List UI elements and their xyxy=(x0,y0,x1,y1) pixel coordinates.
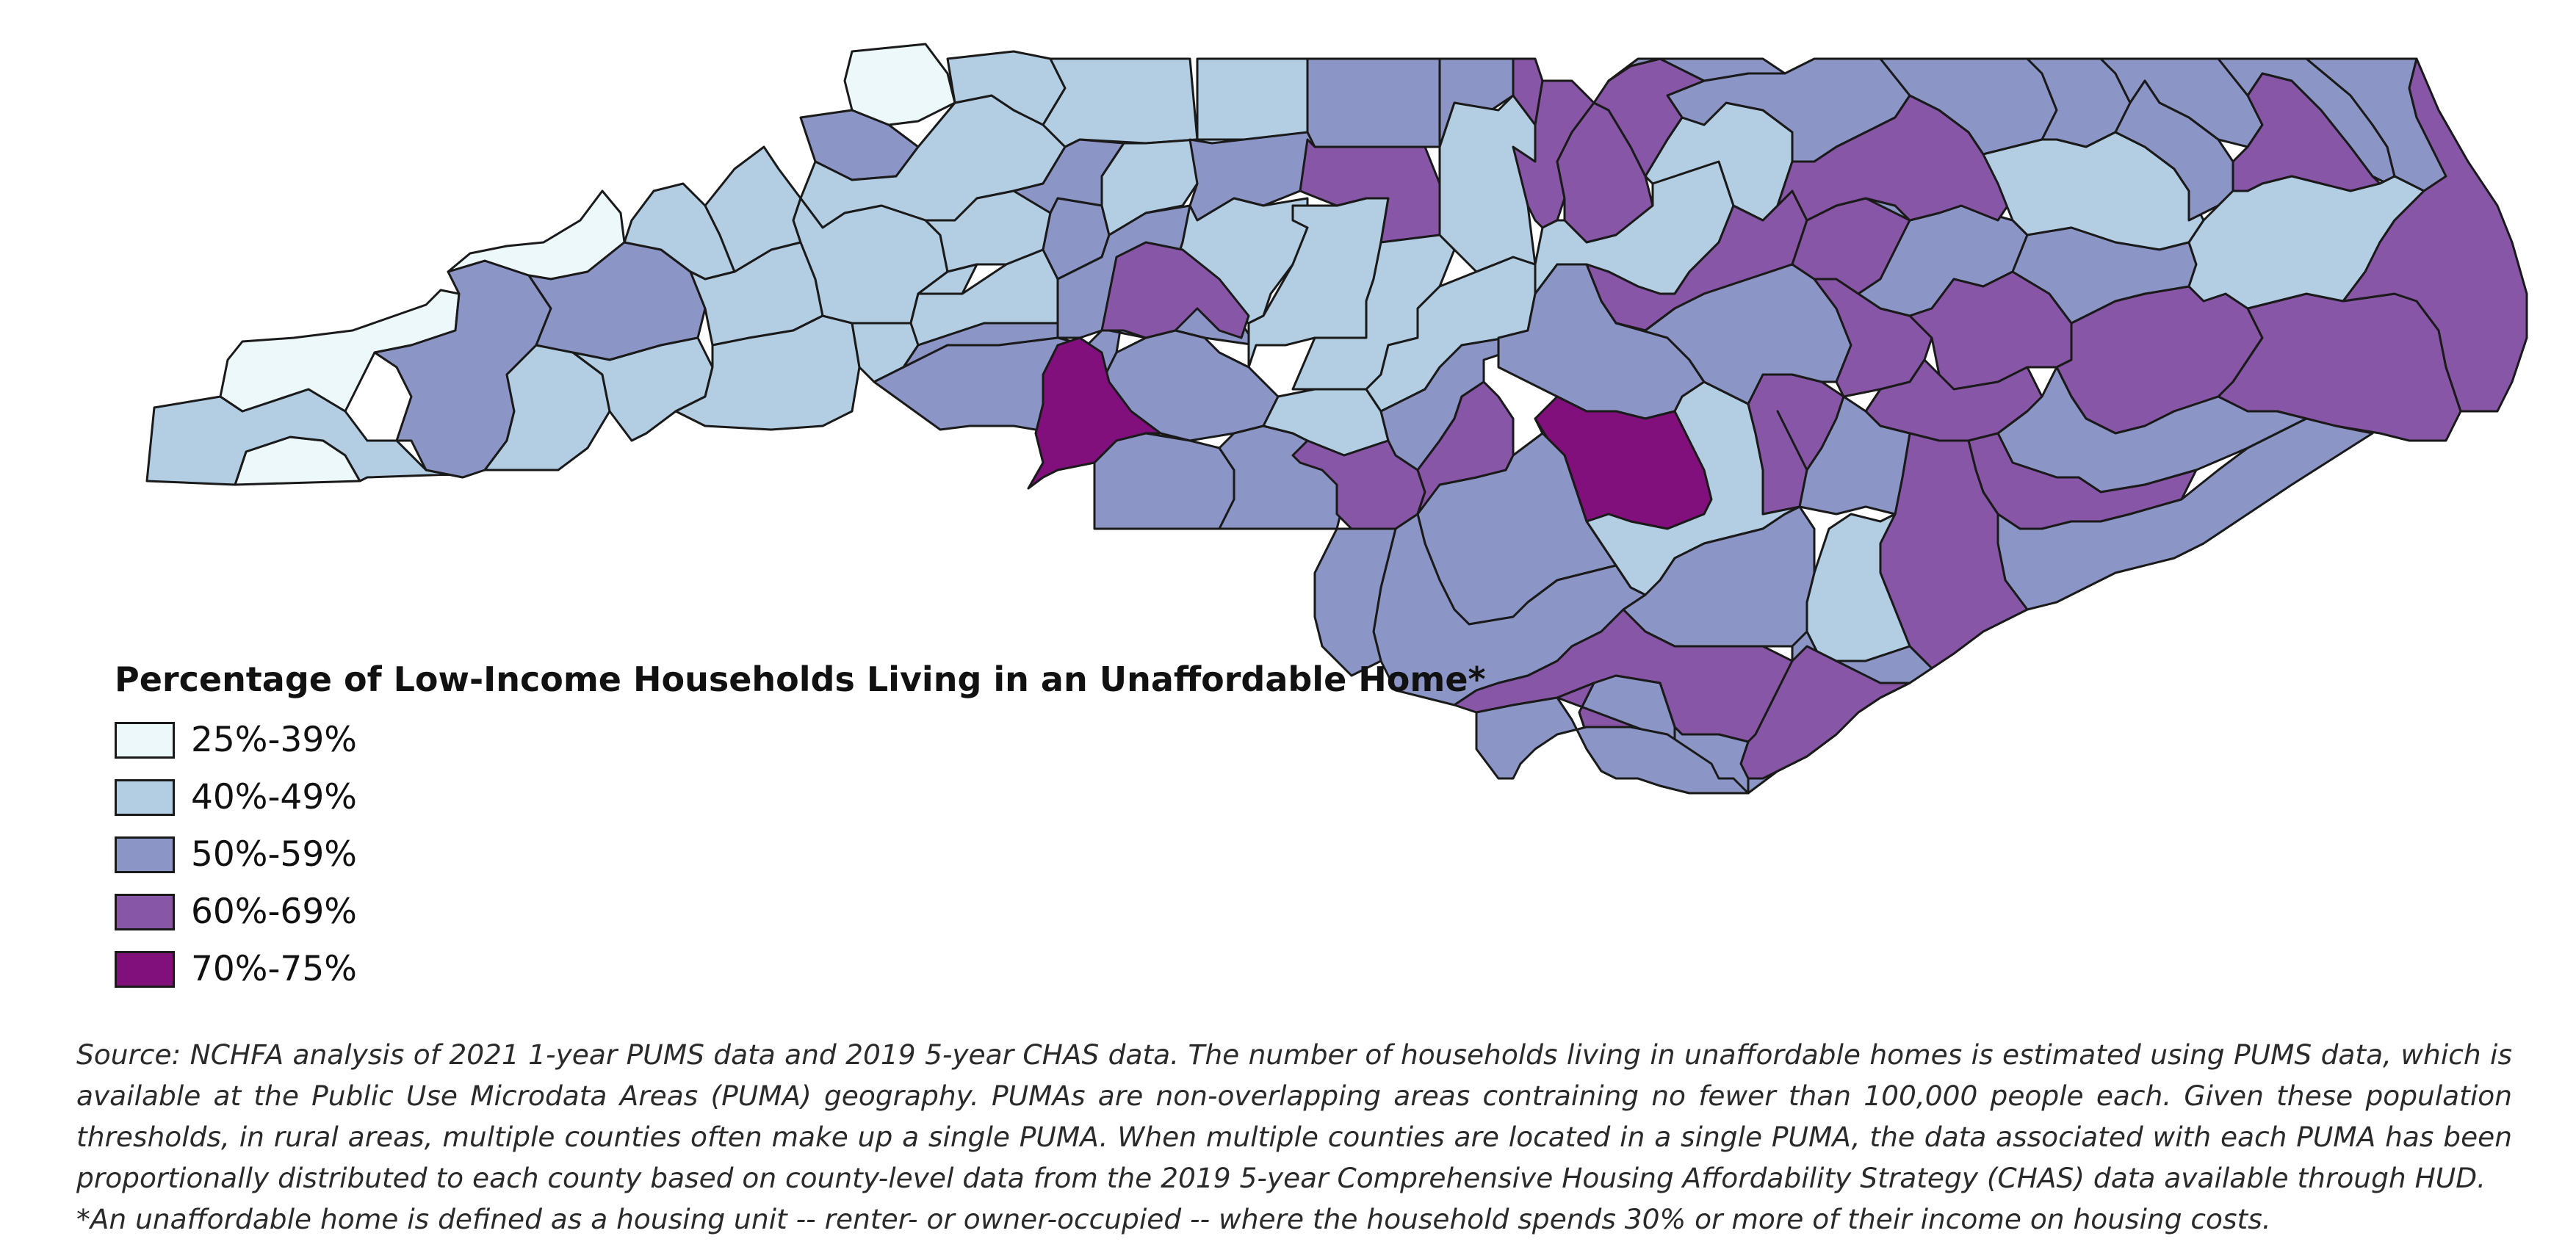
county-region xyxy=(1196,57,1316,141)
county-region xyxy=(527,241,707,361)
county-region xyxy=(1100,138,1199,236)
legend-swatch xyxy=(115,722,175,759)
county-region xyxy=(1100,241,1250,339)
legend-swatch xyxy=(115,894,175,930)
legend-label: 25%-39% xyxy=(191,720,357,760)
county-region xyxy=(1607,57,1786,82)
legend-label: 70%-75% xyxy=(191,949,357,989)
legend-label: 40%-49% xyxy=(191,777,357,817)
county-region xyxy=(1776,94,2014,222)
legend-item: 70%-75% xyxy=(115,941,1584,998)
legend-item: 50%-59% xyxy=(115,826,1584,883)
source-text: Source: NCHFA analysis of 2021 1-year PU… xyxy=(76,1038,2512,1194)
county-region xyxy=(1093,432,1235,530)
footnote-text: *An unaffordable home is defined as a ho… xyxy=(76,1203,2271,1235)
county-region xyxy=(1306,57,1441,148)
legend-item: 40%-49% xyxy=(115,769,1584,826)
county-region xyxy=(1027,336,1162,490)
county-region xyxy=(843,43,956,126)
legend-title: Percentage of Low-Income Households Livi… xyxy=(115,659,1486,699)
county-region xyxy=(1556,101,1654,244)
legend-swatch xyxy=(115,836,175,873)
legend-swatch xyxy=(115,779,175,816)
legend-swatch xyxy=(115,951,175,988)
county-region xyxy=(1776,395,1911,516)
county-region xyxy=(1996,417,2374,611)
county-region xyxy=(1438,94,1537,273)
legend: Percentage of Low-Income Households Livi… xyxy=(115,657,1584,998)
legend-label: 60%-69% xyxy=(191,892,357,932)
legend-label: 50%-59% xyxy=(191,834,357,875)
county-region xyxy=(1739,645,1911,780)
county-region xyxy=(2342,57,2528,413)
county-region xyxy=(1042,57,1199,148)
county-region xyxy=(1313,527,1397,677)
source-note: Source: NCHFA analysis of 2021 1-year PU… xyxy=(76,1034,2512,1240)
county-region xyxy=(1475,696,1750,795)
legend-item: 60%-69% xyxy=(115,883,1584,941)
county-region xyxy=(1416,380,1515,516)
county-region xyxy=(1512,57,1544,126)
legend-item: 25%-39% xyxy=(115,712,1584,769)
